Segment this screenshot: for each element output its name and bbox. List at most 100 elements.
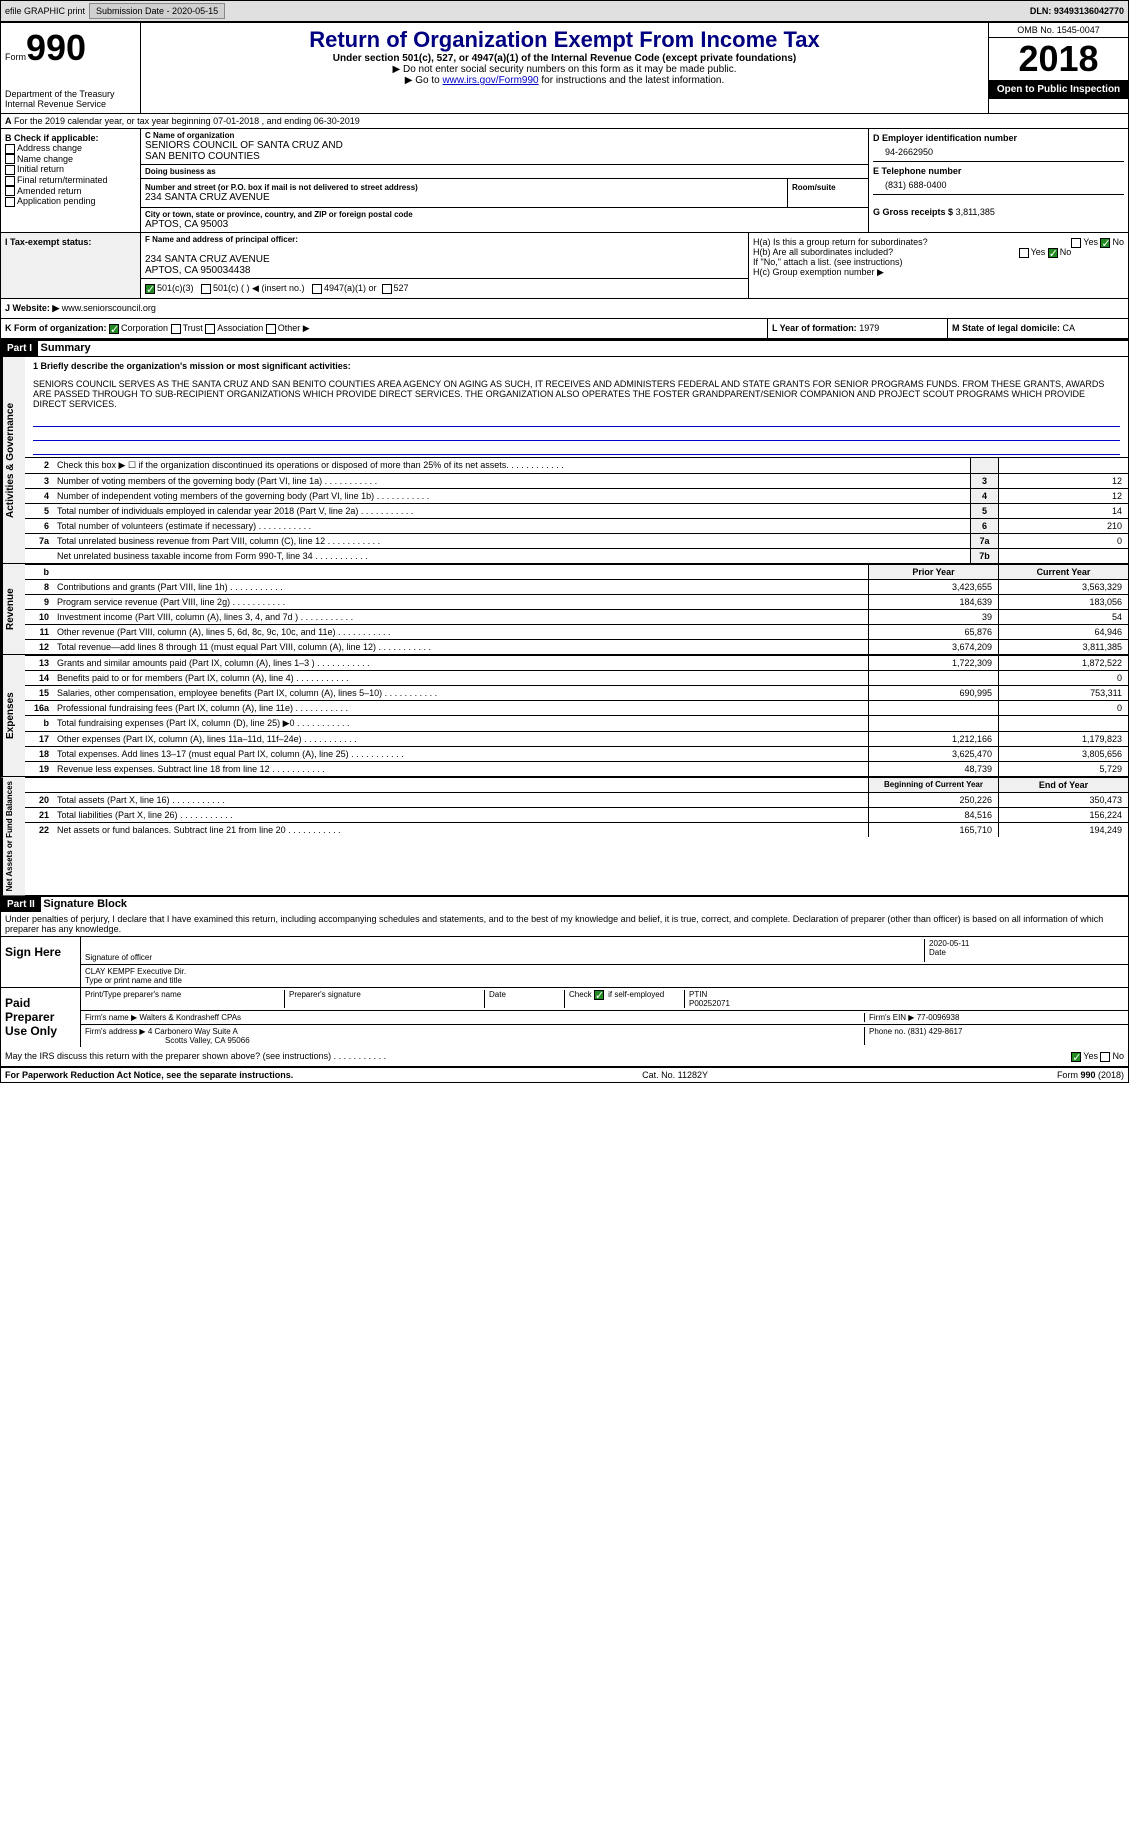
checkbox-trust[interactable] [171, 324, 181, 334]
row-a: A For the 2019 calendar year, or tax yea… [1, 114, 1128, 129]
table-row: 2Check this box ▶ ☐ if the organization … [25, 457, 1128, 473]
form-title: Return of Organization Exempt From Incom… [145, 27, 984, 53]
addr-row: Number and street (or P.O. box if mail i… [141, 179, 868, 208]
table-row: Net unrelated business taxable income fr… [25, 548, 1128, 563]
preparer-line1: Print/Type preparer's name Preparer's si… [81, 988, 1128, 1011]
header-left: Form990 Department of the Treasury Inter… [1, 23, 141, 113]
room-box: Room/suite [788, 179, 868, 207]
part2-badge: Part II [1, 897, 41, 912]
irs-link[interactable]: www.irs.gov/Form990 [442, 75, 538, 86]
part2-header: Part II Signature Block [1, 895, 1128, 912]
checkbox-amended[interactable] [5, 186, 15, 196]
governance-section: Activities & Governance 1 Briefly descri… [1, 356, 1128, 563]
blank-line-1 [33, 415, 1120, 427]
table-row: 15Salaries, other compensation, employee… [25, 685, 1128, 700]
officer-box: F Name and address of principal officer:… [141, 233, 748, 279]
checkbox-4947[interactable] [312, 284, 322, 294]
checkbox-assoc[interactable] [205, 324, 215, 334]
top-bar: efile GRAPHIC print Submission Date - 20… [0, 0, 1129, 22]
checkbox-other[interactable] [266, 324, 276, 334]
section-f-h-row: I Tax-exempt status: F Name and address … [1, 233, 1128, 299]
org-address: 234 SANTA CRUZ AVENUE [145, 192, 783, 203]
form-subtitle: Under section 501(c), 527, or 4947(a)(1)… [145, 53, 984, 64]
header-center: Return of Organization Exempt From Incom… [141, 23, 988, 113]
hb-row: H(b) Are all subordinates included? Yes … [753, 247, 1124, 257]
checkbox-527[interactable] [382, 284, 392, 294]
preparer-row: Paid Preparer Use Only Print/Type prepar… [1, 987, 1128, 1047]
discuss-row: May the IRS discuss this return with the… [1, 1047, 1128, 1066]
penalty-text: Under penalties of perjury, I declare th… [1, 912, 1128, 936]
table-row: 19Revenue less expenses. Subtract line 1… [25, 761, 1128, 776]
hb-yes[interactable] [1019, 248, 1029, 258]
org-name-1: SENIORS COUNCIL OF SANTA CRUZ AND [145, 140, 864, 151]
officer-addr1: 234 SANTA CRUZ AVENUE [145, 254, 744, 265]
row-j: J Website: ▶ www.seniorscouncil.org [1, 299, 1128, 319]
ein-label: D Employer identification number [873, 133, 1124, 143]
table-row: 9Program service revenue (Part VIII, lin… [25, 594, 1128, 609]
omb-number: OMB No. 1545-0047 [989, 23, 1128, 38]
preparer-line2: Firm's name ▶ Walters & Kondrasheff CPAs… [81, 1011, 1128, 1025]
revenue-section: Revenue b Prior Year Current Year 8Contr… [1, 563, 1128, 654]
checkbox-501c3[interactable] [145, 284, 155, 294]
self-employed-checkbox[interactable] [594, 990, 604, 1000]
col-d: D Employer identification number 94-2662… [868, 129, 1128, 232]
part1-badge: Part I [1, 341, 38, 356]
discuss-yes[interactable] [1071, 1052, 1081, 1062]
row-k: K Form of organization: Corporation Trus… [1, 319, 768, 338]
sign-here-row: Sign Here Signature of officer 2020-05-1… [1, 936, 1128, 987]
firm-name: Walters & Kondrasheff CPAs [139, 1013, 241, 1022]
end-year-header: End of Year [998, 778, 1128, 792]
checkbox-501c[interactable] [201, 284, 211, 294]
blank-line-3 [33, 443, 1120, 455]
vtab-netassets: Net Assets or Fund Balances [1, 777, 25, 895]
prior-year-header: Prior Year [868, 565, 998, 579]
vtab-governance: Activities & Governance [1, 357, 25, 563]
blank-line-2 [33, 429, 1120, 441]
dba-box: Doing business as [141, 165, 868, 179]
dept-treasury: Department of the Treasury [5, 89, 136, 99]
col-f: F Name and address of principal officer:… [141, 233, 748, 298]
preparer-label: Paid Preparer Use Only [1, 988, 81, 1047]
sign-content: Signature of officer 2020-05-11Date CLAY… [81, 937, 1128, 987]
part1-title: Summary [41, 342, 91, 354]
table-row: 16aProfessional fundraising fees (Part I… [25, 700, 1128, 715]
ha-no[interactable] [1100, 238, 1110, 248]
section-b-row: B Check if applicable: Address change Na… [1, 129, 1128, 233]
discuss-no[interactable] [1100, 1052, 1110, 1062]
footer-left: For Paperwork Reduction Act Notice, see … [5, 1070, 293, 1080]
checkbox-final[interactable] [5, 176, 15, 186]
sig-name-line: CLAY KEMPF Executive Dir.Type or print n… [81, 965, 1128, 987]
phone-value: (831) 688-0400 [873, 176, 1124, 194]
preparer-content: Print/Type preparer's name Preparer's si… [81, 988, 1128, 1047]
begin-year-header: Beginning of Current Year [868, 778, 998, 792]
gross-receipts: G Gross receipts $ 3,811,385 [873, 194, 1124, 217]
instruction-2: ▶ Go to www.irs.gov/Form990 for instruct… [145, 75, 984, 86]
checkbox-initial[interactable] [5, 165, 15, 175]
ha-yes[interactable] [1071, 238, 1081, 248]
checkbox-address[interactable] [5, 144, 15, 154]
form-number: 990 [26, 27, 86, 68]
submission-date-button[interactable]: Submission Date - 2020-05-15 [89, 3, 225, 19]
ein-value: 94-2662950 [873, 143, 1124, 161]
table-row: 8Contributions and grants (Part VIII, li… [25, 579, 1128, 594]
mission-text: SENIORS COUNCIL SERVES AS THE SANTA CRUZ… [25, 375, 1128, 413]
inspection-label: Open to Public Inspection [989, 80, 1128, 99]
sign-here-label: Sign Here [1, 937, 81, 987]
table-row: 14Benefits paid to or for members (Part … [25, 670, 1128, 685]
preparer-line3: Firm's address ▶ 4 Carbonero Way Suite A… [81, 1025, 1128, 1047]
header-row-prior-current: b Prior Year Current Year [25, 564, 1128, 579]
checkbox-pending[interactable] [5, 197, 15, 207]
checkbox-corp[interactable] [109, 324, 119, 334]
header-right: OMB No. 1545-0047 2018 Open to Public In… [988, 23, 1128, 113]
table-row: 10Investment income (Part VIII, column (… [25, 609, 1128, 624]
tax-status-label: I Tax-exempt status: [5, 237, 136, 247]
row-l: L Year of formation: 1979 [768, 319, 948, 338]
checkbox-name[interactable] [5, 154, 15, 164]
vtab-revenue: Revenue [1, 564, 25, 654]
b-label: B Check if applicable: [5, 133, 136, 143]
ha-row: H(a) Is this a group return for subordin… [753, 237, 1124, 247]
hb-no[interactable] [1048, 248, 1058, 258]
table-row: bTotal fundraising expenses (Part IX, co… [25, 715, 1128, 731]
table-row: 6Total number of volunteers (estimate if… [25, 518, 1128, 533]
table-row: 7aTotal unrelated business revenue from … [25, 533, 1128, 548]
